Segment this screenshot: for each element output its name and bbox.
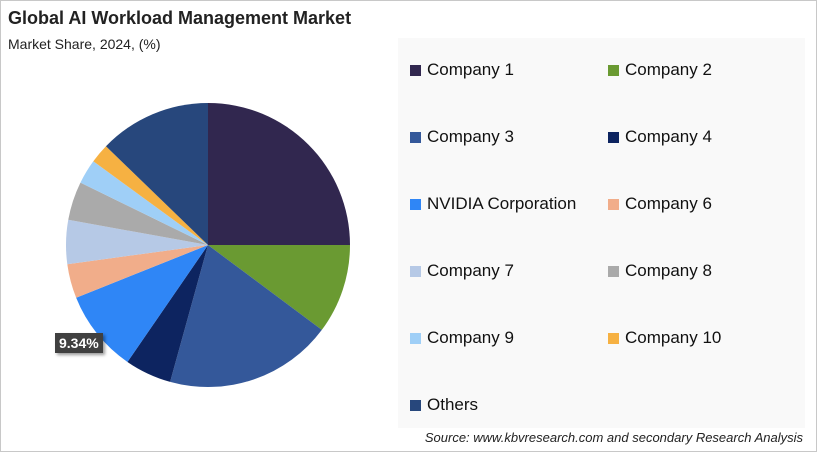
legend-swatch	[608, 332, 619, 344]
legend-label: Company 1	[427, 60, 514, 79]
chart-title: Global AI Workload Management Market	[8, 8, 352, 28]
legend-item: Company 1	[410, 60, 514, 80]
pie-slice-company-10	[93, 146, 208, 245]
legend-item: Company 8	[608, 261, 712, 281]
pie-slice-company-2	[208, 245, 350, 330]
pie-slice-company-7	[65, 219, 208, 265]
legend: Company 1 Company 2 Company 3 Company 4 NVID…	[398, 38, 805, 428]
pie-slice-nvidia-corporation	[76, 245, 209, 362]
legend-item: Company 10	[608, 328, 721, 348]
legend-item: Company 4	[608, 127, 712, 147]
legend-swatch	[608, 265, 619, 277]
legend-label: Others	[427, 395, 479, 414]
pie-slice-company-8	[68, 182, 209, 245]
legend-swatch	[410, 131, 421, 143]
legend-item: Company 6	[608, 194, 712, 214]
legend-label: Company 8	[625, 261, 712, 280]
legend-label: Company 4	[625, 127, 712, 146]
legend-swatch	[608, 198, 619, 210]
legend-swatch	[608, 131, 619, 143]
pie-slice-company-4	[127, 245, 208, 382]
legend-label: Company 3	[427, 127, 514, 146]
legend-swatch	[410, 64, 421, 76]
legend-label: Company 2	[625, 60, 712, 79]
legend-label: Company 6	[625, 194, 712, 213]
legend-item: Company 3	[410, 127, 514, 147]
legend-item: Company 9	[410, 328, 514, 348]
pie-chart	[65, 103, 350, 387]
legend-item: Company 7	[410, 261, 514, 281]
legend-label: NVIDIA Corporation	[427, 194, 577, 213]
legend-item: Company 2	[608, 60, 712, 80]
pie-slice-company-3	[170, 245, 322, 387]
data-label-nvidia: 9.34%	[55, 333, 103, 353]
legend-swatch	[410, 265, 421, 277]
pie-slice-company-6	[67, 245, 208, 298]
legend-swatch	[410, 198, 421, 210]
legend-swatch	[410, 332, 421, 344]
legend-item: NVIDIA Corporation	[410, 194, 576, 214]
legend-swatch	[608, 64, 619, 76]
pie-slice-company-9	[80, 161, 208, 245]
legend-label: Company 9	[427, 328, 514, 347]
chart-subtitle: Market Share, 2024, (%)	[8, 36, 161, 52]
legend-label: Company 10	[625, 328, 722, 347]
legend-swatch	[410, 399, 421, 411]
legend-item: Others	[410, 395, 478, 415]
pie-slice-company-1	[208, 103, 350, 245]
legend-label: Company 7	[427, 261, 514, 280]
source-note: Source: www.kbvresearch.com and secondar…	[424, 430, 803, 445]
pie-slice-others	[105, 103, 208, 245]
